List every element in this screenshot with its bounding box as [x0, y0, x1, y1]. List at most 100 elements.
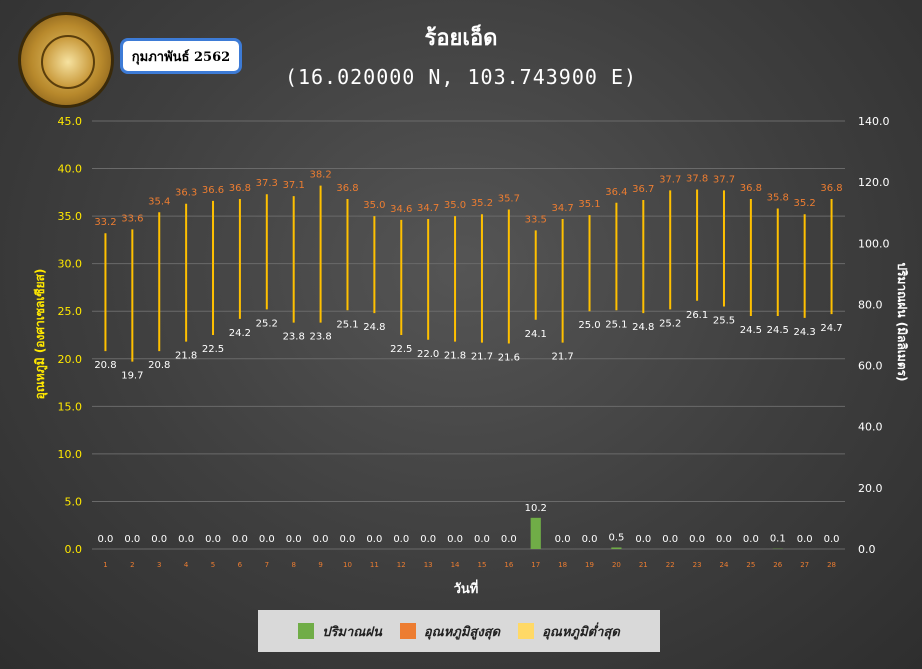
tmax-data-label: 34.7 [417, 203, 439, 214]
rain-data-label: 0.0 [662, 534, 678, 545]
rain-data-label: 0.0 [824, 534, 840, 545]
x-axis-tick-label: 16 [504, 561, 513, 569]
right-axis-tick-label: 40.0 [858, 421, 883, 434]
rain-data-label: 0.0 [501, 534, 517, 545]
tmax-data-label: 36.4 [605, 187, 627, 198]
legend-item-rain: ปริมาณฝน [298, 621, 382, 642]
tmin-data-label: 20.8 [94, 360, 116, 371]
tmax-data-label: 37.3 [256, 178, 278, 189]
tmin-data-label: 21.8 [444, 351, 466, 362]
x-axis-tick-label: 23 [693, 561, 702, 569]
tmin-data-label: 25.2 [659, 318, 681, 329]
tmax-data-label: 36.3 [175, 188, 197, 199]
x-axis-tick-label: 14 [451, 561, 460, 569]
x-axis-tick-label: 11 [370, 561, 379, 569]
left-axis-tick-label: 45.0 [58, 115, 83, 128]
right-axis-tick-label: 60.0 [858, 360, 883, 373]
x-axis-tick-label: 6 [238, 561, 243, 569]
x-axis-tick-label: 5 [211, 561, 215, 569]
left-axis-tick-label: 40.0 [58, 163, 83, 176]
tmin-data-label: 22.5 [202, 344, 224, 355]
right-axis-tick-label: 0.0 [858, 543, 876, 556]
left-axis-tick-label: 5.0 [65, 495, 83, 508]
tmin-data-label: 21.7 [471, 352, 493, 363]
tmin-data-label: 24.8 [632, 322, 654, 333]
x-axis-tick-label: 28 [827, 561, 836, 569]
rain-data-label: 0.0 [205, 534, 221, 545]
rain-data-label: 0.0 [474, 534, 490, 545]
legend-label-rain: ปริมาณฝน [322, 624, 382, 640]
tmin-data-label: 24.2 [229, 328, 251, 339]
rain-data-label: 0.0 [178, 534, 194, 545]
rain-data-label: 0.0 [689, 534, 705, 545]
temperature-range-lines [104, 185, 833, 362]
rain-data-label: 0.0 [313, 534, 329, 545]
tmin-data-label: 24.1 [525, 329, 547, 340]
rain-bar [611, 547, 622, 549]
y-axis-left-label: อุณหภูมิ (องศาเซลเซียส) [33, 269, 48, 400]
tmax-data-label: 35.2 [471, 198, 493, 209]
left-axis-tick-label: 35.0 [58, 210, 83, 223]
rain-data-label: 0.0 [232, 534, 248, 545]
left-axis-tick-label: 0.0 [65, 543, 83, 556]
seal-emblem-icon [41, 35, 95, 89]
tmin-data-label: 25.1 [336, 319, 358, 330]
legend-label-tmax: อุณหภูมิสูงสุด [423, 624, 501, 640]
tmax-data-label: 34.6 [390, 204, 412, 215]
left-axis-ticks: 0.0 5.0 10.0 15.0 20.0 25.0 30.0 35.0 40.0 45.0 [58, 115, 83, 556]
legend-item-tmin: อุณหภูมิต่ำสุด [518, 621, 620, 642]
right-axis-tick-label: 120.0 [858, 176, 890, 189]
tmax-data-label: 38.2 [309, 170, 331, 181]
tmin-data-label: 24.8 [363, 322, 385, 333]
x-axis-tick-label: 10 [343, 561, 352, 569]
x-axis-tick-label: 22 [666, 561, 675, 569]
rain-data-label: 0.0 [716, 534, 732, 545]
tmin-data-label: 24.7 [820, 323, 842, 334]
rain-data-label: 0.0 [555, 534, 571, 545]
rain-bars [530, 517, 783, 549]
chart-subtitle: (16.020000 N, 103.743900 E) [285, 65, 637, 89]
tmax-data-label: 33.5 [525, 214, 547, 225]
x-axis-tick-label: 18 [558, 561, 567, 569]
rain-data-label: 0.0 [743, 534, 759, 545]
tmax-data-label: 35.7 [498, 193, 520, 204]
rain-data-label: 0.0 [797, 534, 813, 545]
x-axis-tick-label: 2 [130, 561, 134, 569]
x-axis-tick-label: 19 [585, 561, 594, 569]
tmax-data-label: 37.7 [659, 174, 681, 185]
x-axis-tick-label: 7 [265, 561, 269, 569]
data-labels: 0.0 33.2 20.8 0.0 33.6 19.7 0.0 35.4 20.8 0.0 36.3… [94, 170, 842, 545]
tmin-data-label: 25.2 [256, 318, 278, 329]
tmin-data-label: 23.8 [309, 332, 331, 343]
tmax-data-label: 36.8 [740, 183, 762, 194]
left-axis-tick-label: 25.0 [58, 305, 83, 318]
legend-item-tmax: อุณหภูมิสูงสุด [399, 621, 501, 642]
right-axis-ticks: 0.0 20.0 40.0 60.0 80.0 100.0 120.0 140.0 [858, 115, 890, 556]
tmin-data-label: 21.8 [175, 351, 197, 362]
tmin-data-label: 24.3 [794, 327, 816, 338]
left-axis-tick-label: 30.0 [58, 258, 83, 271]
tmax-data-label: 37.7 [713, 174, 735, 185]
chart-legend: ปริมาณฝน อุณหภูมิสูงสุด อุณหภูมิต่ำสุด [258, 610, 660, 652]
tmin-data-label: 26.1 [686, 310, 708, 321]
rain-data-label: 0.5 [608, 532, 624, 543]
tmax-data-label: 36.8 [336, 183, 358, 194]
tmin-data-label: 20.8 [148, 360, 170, 371]
month-label-box: กุมภาพันธ์ 2562 [120, 38, 242, 74]
tmax-data-label: 37.8 [686, 173, 708, 184]
tmin-data-label: 21.7 [551, 352, 573, 363]
legend-swatch-tmin [518, 623, 535, 639]
legend-swatch-rain [298, 623, 315, 639]
rain-data-label: 0.0 [124, 534, 140, 545]
x-axis-tick-label: 12 [397, 561, 406, 569]
tmax-data-label: 37.1 [283, 180, 305, 191]
x-axis-tick-label: 9 [318, 561, 322, 569]
x-axis-tick-label: 24 [720, 561, 729, 569]
tmin-data-label: 25.1 [605, 319, 627, 330]
right-axis-tick-label: 100.0 [858, 237, 890, 250]
month-label: กุมภาพันธ์ 2562 [131, 49, 231, 65]
gridlines [92, 120, 845, 550]
x-axis-tick-label: 27 [800, 561, 809, 569]
left-axis-tick-label: 10.0 [58, 448, 83, 461]
